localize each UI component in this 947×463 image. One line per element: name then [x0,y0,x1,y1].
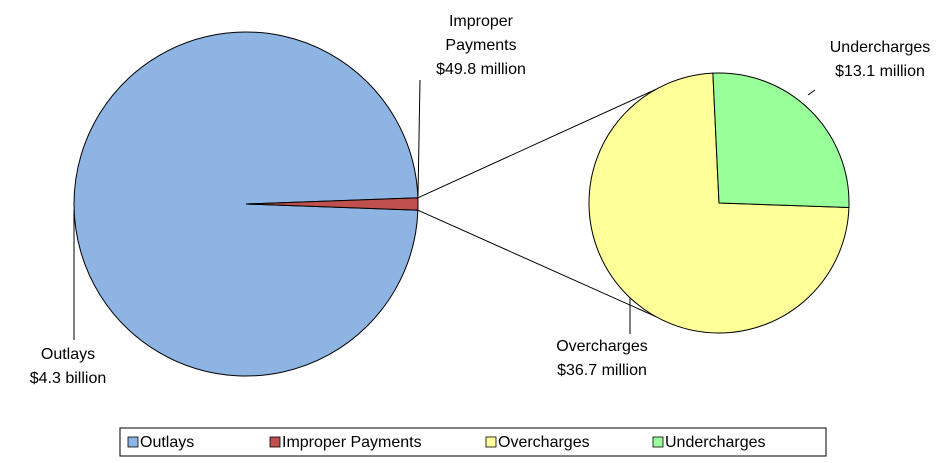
legend-box [119,427,827,457]
data-label-value: $49.8 million [436,61,526,78]
pie-slice [73,31,419,377]
data-label-category: Improper Payments [445,13,517,54]
legend-label: Undercharges [665,434,766,451]
leader-line [807,89,816,96]
legend-label: Improper Payments [282,434,422,451]
pie-slice [712,72,850,209]
pie-slice [245,197,419,211]
data-label-category: Undercharges [829,39,931,56]
data-label-value: $13.1 million [835,63,925,80]
data-label-value: $4.3 billion [29,370,107,387]
connector-line [417,88,657,199]
legend-swatch [485,436,497,448]
data-label-category: Outlays [40,346,96,363]
legend-swatch [652,436,664,448]
leader-line [417,79,421,197]
legend-swatch [127,436,139,448]
connector-line [417,209,657,318]
data-label-value: $36.7 million [557,362,647,379]
legend-label: Overcharges [498,434,590,451]
data-label-category: Overcharges [556,338,648,355]
legend-label: Outlays [140,434,194,451]
legend-swatch [269,436,281,448]
